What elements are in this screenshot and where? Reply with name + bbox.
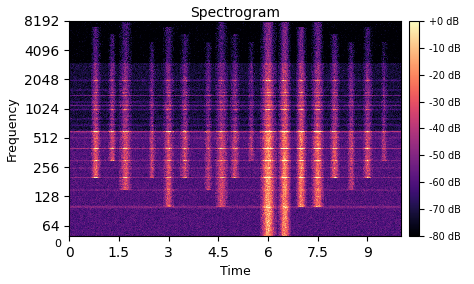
Title: Spectrogram: Spectrogram	[190, 6, 280, 20]
X-axis label: Time: Time	[219, 266, 250, 278]
Y-axis label: Frequency: Frequency	[6, 96, 18, 161]
Text: 0: 0	[54, 239, 61, 249]
